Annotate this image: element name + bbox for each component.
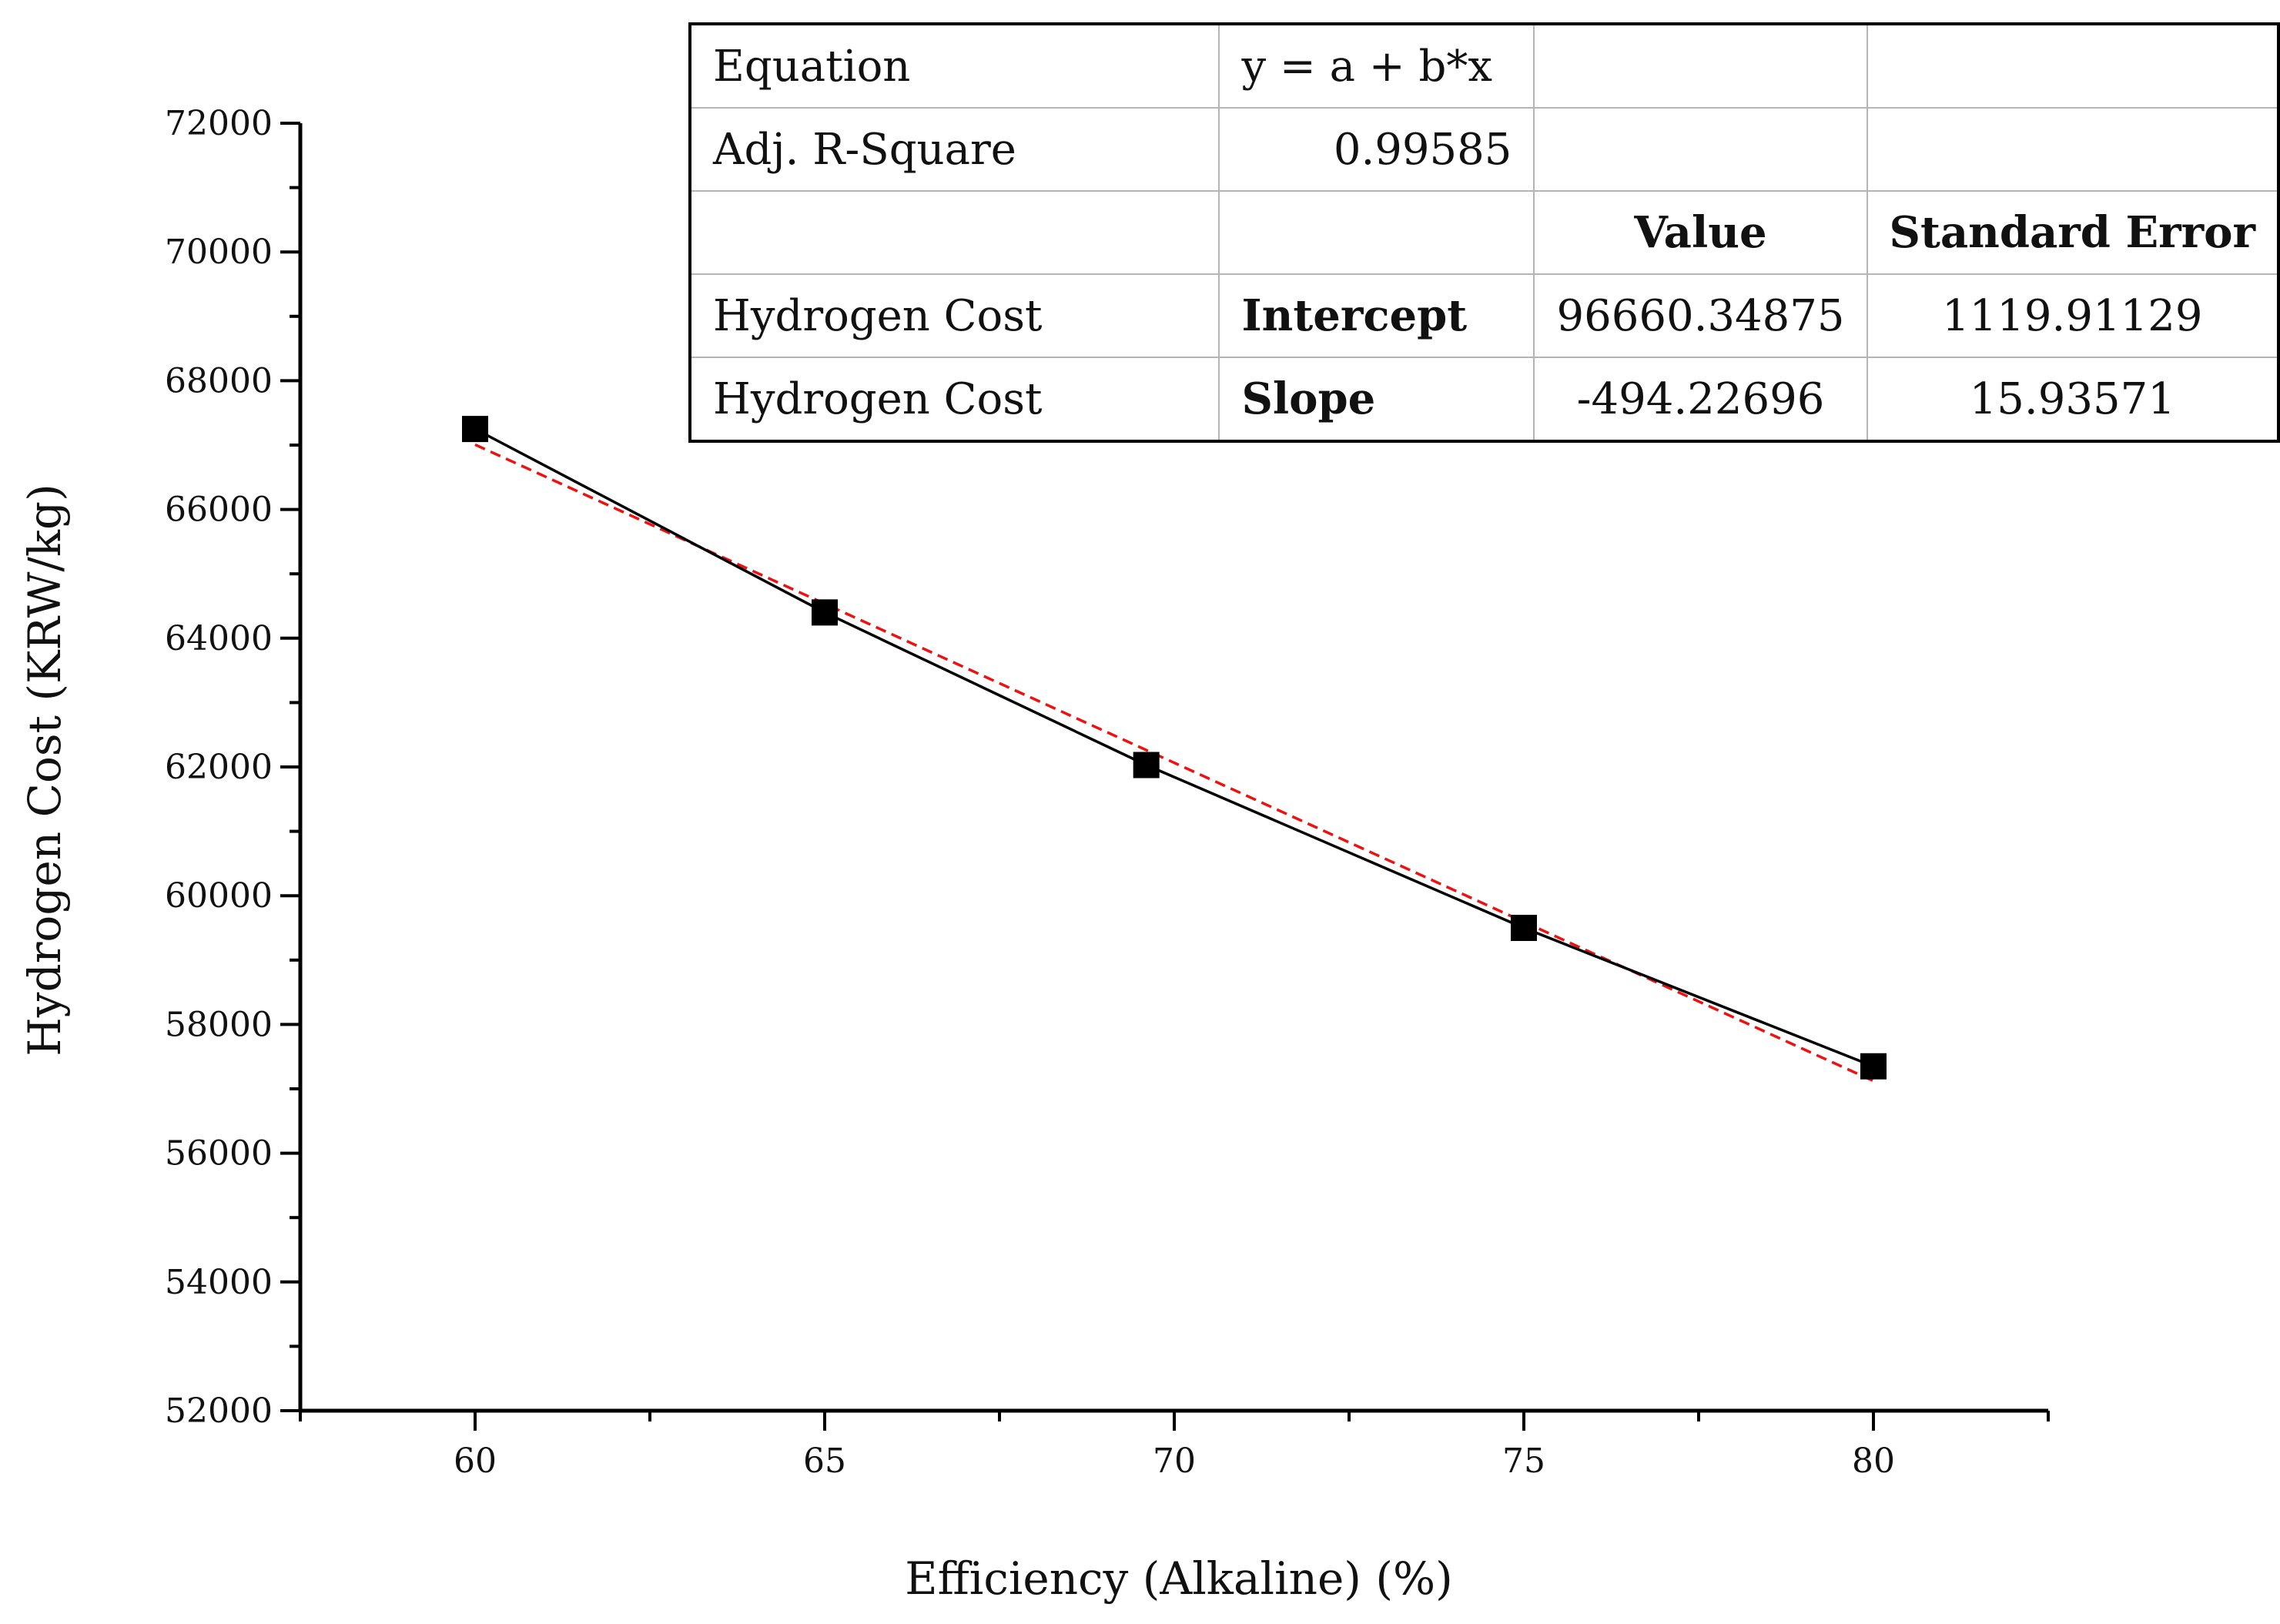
param-name: Slope: [1218, 357, 1535, 441]
series-name: Hydrogen Cost: [690, 273, 1220, 358]
empty-cell: [690, 190, 1220, 275]
empty-cell: [1533, 107, 1868, 192]
x-tick-label: 75: [1502, 1442, 1545, 1481]
empty-cell: [1866, 24, 2278, 109]
data-point: [1860, 1053, 1887, 1080]
equation-label: Equation: [690, 24, 1220, 109]
x-axis-title: Efficiency (Alkaline) (%): [905, 1552, 1453, 1605]
data-point: [1511, 915, 1537, 941]
r-square-value: 0.99585: [1218, 107, 1535, 192]
table-row-slope: Hydrogen Cost Slope -494.22696 15.93571: [690, 357, 2278, 441]
fit-results-table: Equation y = a + b*x Adj. R-Square 0.995…: [688, 22, 2280, 443]
y-tick-label: 62000: [165, 748, 273, 787]
data-point: [1133, 752, 1160, 779]
table-row-equation: Equation y = a + b*x: [690, 24, 2278, 109]
param-value: 96660.34875: [1533, 273, 1868, 358]
x-tick-label: 65: [803, 1442, 846, 1481]
y-tick-label: 54000: [165, 1263, 273, 1302]
axes-layer: 52000 54000 56000 58000 60000 62000 64000 66000…: [165, 104, 2050, 1481]
empty-cell: [1533, 24, 1868, 109]
x-tick-label: 60: [454, 1442, 497, 1481]
x-tick-label: 70: [1153, 1442, 1196, 1481]
y-tick-label: 72000: [165, 104, 273, 143]
series-layer: [462, 416, 1887, 1080]
stderr-header: Standard Error: [1866, 190, 2278, 275]
y-axis-title: Hydrogen Cost (KRW/kg): [18, 484, 71, 1056]
table-row-intercept: Hydrogen Cost Intercept 96660.34875 1119…: [690, 273, 2278, 358]
series-name: Hydrogen Cost: [690, 357, 1220, 441]
y-tick-label: 58000: [165, 1005, 273, 1044]
empty-cell: [1218, 190, 1535, 275]
y-tick-label: 52000: [165, 1391, 273, 1431]
param-name: Intercept: [1218, 273, 1535, 358]
empty-cell: [1866, 107, 2278, 192]
r-square-label: Adj. R-Square: [690, 107, 1220, 192]
y-tick-label: 60000: [165, 876, 273, 916]
y-tick-label: 66000: [165, 491, 273, 530]
y-tick-label: 64000: [165, 619, 273, 658]
table-row-r-square: Adj. R-Square 0.99585: [690, 107, 2278, 192]
param-value: -494.22696: [1533, 357, 1868, 441]
x-tick-label: 80: [1852, 1442, 1895, 1481]
value-header: Value: [1533, 190, 1868, 275]
y-tick-label: 70000: [165, 233, 273, 272]
table-row-header: Value Standard Error: [690, 190, 2278, 275]
equation-value: y = a + b*x: [1218, 24, 1535, 109]
param-stderr: 15.93571: [1866, 357, 2278, 441]
y-tick-label: 56000: [165, 1134, 273, 1174]
series-line: [474, 427, 1874, 1068]
y-tick-label: 68000: [165, 361, 273, 400]
param-stderr: 1119.91129: [1866, 273, 2278, 358]
data-point: [462, 416, 488, 443]
data-point: [812, 599, 838, 626]
